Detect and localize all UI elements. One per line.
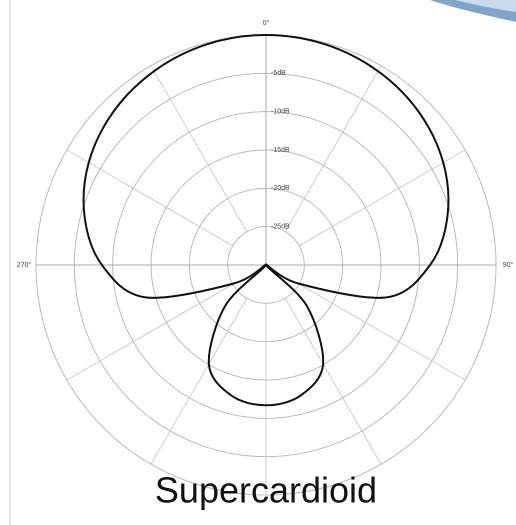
r-tick-label: -25dB [271, 224, 290, 231]
r-tick-label: -15dB [271, 147, 290, 154]
plot [82, 34, 450, 407]
spoke [150, 297, 248, 465]
chart-title: Supercardioid [155, 470, 377, 511]
spoke [66, 283, 234, 381]
spoke [284, 65, 382, 233]
spoke [150, 65, 248, 233]
spoke [66, 149, 234, 247]
r-tick-label: -5dB [271, 70, 286, 77]
r-tick-label: -20dB [271, 185, 290, 192]
spoke [298, 149, 466, 247]
theta-tick-label: 0° [263, 19, 270, 27]
corner-decoration [455, 0, 516, 12]
polar-curve [82, 34, 450, 407]
polar-grid: -5dB -10dB -15dB -20dB -25dB 0° 90° 270° [17, 19, 514, 496]
spoke [284, 297, 382, 465]
r-tick-label: -10dB [271, 109, 290, 116]
theta-tick-label: 270° [17, 261, 32, 269]
theta-tick-label: 90° [503, 261, 514, 269]
spoke [298, 283, 466, 381]
